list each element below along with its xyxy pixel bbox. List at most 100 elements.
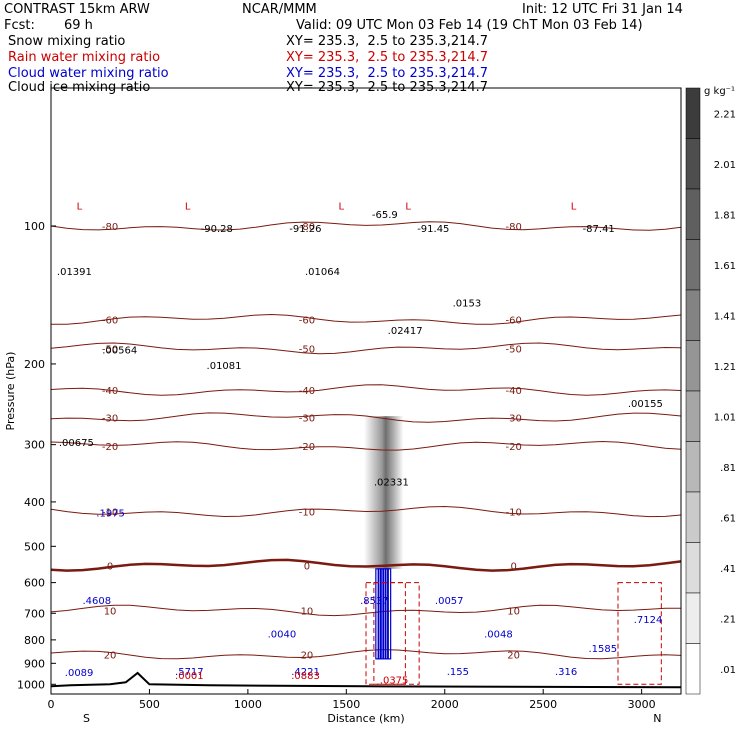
y-tick-label: 500 [24, 540, 45, 553]
temperature-contour-label: -50 [505, 344, 521, 355]
south-label: S [83, 712, 90, 725]
y-tick-label: 400 [24, 496, 45, 509]
temperature-contour-label: 20 [301, 650, 314, 661]
field-xy-snow: XY= 235.3, 2.5 to 235.3,214.7 [286, 34, 489, 49]
field-xy-cloudwater: XY= 235.3, 2.5 to 235.3,214.7 [286, 66, 489, 81]
model-title: CONTRAST 15km ARW [4, 2, 150, 17]
field-annotation: .0057 [435, 596, 464, 607]
temperature-contour-label: -40 [299, 386, 315, 397]
temperature-contour-line [51, 313, 682, 325]
field-annotation: .1975 [96, 508, 125, 519]
colorbar-swatch [685, 340, 701, 392]
temperature-contour-label: 0 [510, 561, 516, 572]
y-axis-label: Pressure (hPa) [4, 352, 17, 431]
temperature-contour-label: -50 [102, 344, 118, 355]
temperature-contour-label: 10 [507, 606, 520, 617]
field-annotation: L [185, 201, 191, 212]
field-annotation: .01081 [207, 361, 242, 372]
field-annotation: L [405, 201, 411, 212]
colorbar-swatch [685, 289, 701, 341]
colorbar-level-label: .21 [720, 614, 736, 625]
temperature-contour-line [50, 505, 682, 518]
field-annotation: .00675 [59, 438, 94, 449]
colorbar-swatch [685, 87, 701, 139]
cloud-water-contour [384, 568, 389, 660]
colorbar-level-label: 2.01 [714, 160, 736, 171]
x-tick-label: 2000 [431, 698, 459, 711]
field-annotation: .4221 [291, 667, 320, 678]
colorbar-swatch [685, 188, 701, 240]
field-annotation: .0089 [65, 668, 94, 679]
y-tick-label: 1000 [17, 678, 45, 691]
field-name-cloudice: Cloud ice mixing ratio [8, 80, 151, 95]
temperature-contour-label: -80 [299, 222, 315, 233]
rain-water-contour [373, 582, 406, 685]
field-annotation: L [338, 201, 344, 212]
temperature-contour-line [50, 604, 682, 617]
x-tick-label: 500 [139, 698, 160, 711]
x-tick-label: 1000 [234, 698, 262, 711]
temperature-contour-line [50, 558, 682, 572]
colorbar-level-label: 1.21 [714, 362, 736, 373]
colorbar-level-label: 1.01 [714, 412, 736, 423]
field-annotation: L [571, 201, 577, 212]
colorbar-level-label: 1.81 [714, 210, 736, 221]
fcst-value: 69 h [64, 18, 93, 33]
field-annotation: .0883 [291, 671, 320, 682]
temperature-contour-label: -30 [505, 414, 521, 425]
field-annotation: .00155 [628, 399, 663, 410]
field-annotation: .4608 [83, 596, 112, 607]
field-name-cloudwater: Cloud water mixing ratio [8, 66, 169, 81]
colorbar-unit: g kg⁻¹ [704, 86, 735, 97]
temperature-contour-label: -10 [102, 508, 118, 519]
field-annotation: .02331 [374, 477, 409, 488]
field-annotation: .01391 [57, 267, 92, 278]
north-label: N [653, 712, 661, 725]
temperature-contour-label: -10 [299, 508, 315, 519]
temperature-contour-label: -80 [102, 222, 118, 233]
field-annotation: -87.41 [583, 224, 615, 235]
temperature-contour-label: 20 [507, 650, 520, 661]
temperature-contour-label: -40 [505, 386, 521, 397]
temperature-contour-label: 0 [304, 561, 310, 572]
fcst-label: Fcst: [4, 18, 35, 33]
field-annotation: -91.45 [417, 224, 449, 235]
field-annotation: .0001 [175, 671, 204, 682]
colorbar-level-label: .41 [720, 564, 736, 575]
snow-column [364, 416, 404, 569]
cloud-water-contour [382, 568, 387, 660]
field-annotation: .02417 [388, 326, 423, 337]
field-annotation: .8537 [360, 596, 389, 607]
temperature-contour-label: -40 [102, 386, 118, 397]
colorbar-level-label: 1.61 [714, 261, 736, 272]
field-annotation: .1585 [588, 644, 617, 655]
field-annotation: .0153 [453, 299, 482, 310]
field-annotation: .155 [447, 667, 469, 678]
colorbar-level-label: 1.41 [714, 311, 736, 322]
field-annotation: .7124 [634, 615, 663, 626]
y-tick-label: 300 [24, 439, 45, 452]
temperature-contour-label: -60 [102, 316, 118, 327]
x-tick-label: 1500 [332, 698, 360, 711]
temperature-contour-line [50, 342, 682, 355]
temperature-contour-label: 10 [301, 606, 314, 617]
init-time: Init: 12 UTC Fri 31 Jan 14 [522, 2, 683, 17]
colorbar-swatch [685, 643, 701, 695]
valid-time: Valid: 09 UTC Mon 03 Feb 14 (19 ChT Mon … [296, 18, 643, 33]
colorbar-swatch [685, 138, 701, 190]
field-xy-cloudice: XY= 235.3, 2.5 to 235.3,214.7 [286, 80, 489, 95]
x-tick-label: 2500 [529, 698, 557, 711]
field-xy-rain: XY= 235.3, 2.5 to 235.3,214.7 [286, 50, 489, 65]
colorbar-level-label: .81 [720, 463, 736, 474]
colorbar-level-label: 2.21 [714, 109, 736, 120]
field-name-rain: Rain water mixing ratio [8, 50, 161, 65]
temperature-contour-label: -20 [299, 442, 315, 453]
cloud-water-contour [377, 568, 382, 660]
x-tick-label: 3000 [628, 698, 656, 711]
temperature-contour-label: 10 [104, 606, 117, 617]
temperature-contour-label: -60 [299, 316, 315, 327]
field-annotation: -65.9 [372, 210, 398, 221]
colorbar-level-label: .61 [720, 513, 736, 524]
temperature-contour-line [50, 384, 682, 396]
